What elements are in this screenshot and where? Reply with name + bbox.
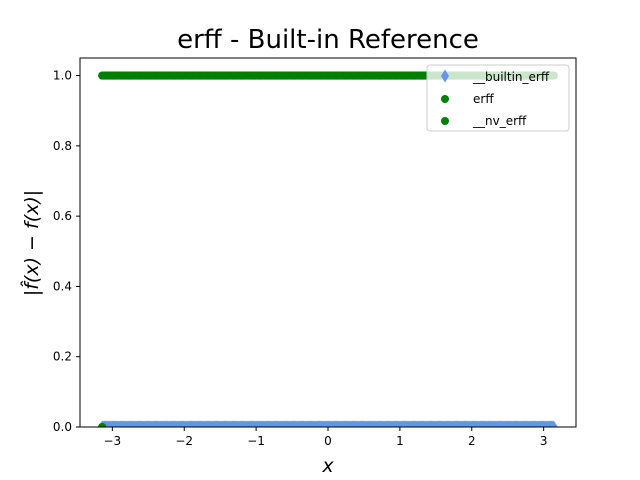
y-tick-label: 1.0 xyxy=(53,69,72,83)
x-tick-label: 2 xyxy=(468,434,476,448)
x-tick-label: 3 xyxy=(540,434,548,448)
y-tick-label: 0.4 xyxy=(53,279,72,293)
legend-marker xyxy=(441,69,449,83)
y-tick-label: 0.6 xyxy=(53,209,72,223)
x-tick-label: 0 xyxy=(324,434,332,448)
x-tick-label: 1 xyxy=(396,434,404,448)
legend-label: __nv_erff xyxy=(472,114,527,128)
x-tick-label: −2 xyxy=(175,434,193,448)
x-axis-label: x xyxy=(321,455,334,477)
legend-marker xyxy=(441,95,449,103)
y-tick-label: 0.8 xyxy=(53,139,72,153)
y-tick-label: 0.2 xyxy=(53,350,72,364)
y-tick-label: 0.0 xyxy=(53,420,72,434)
series-builtinerff xyxy=(98,420,558,427)
x-tick-label: −3 xyxy=(103,434,121,448)
x-tick-label: −1 xyxy=(247,434,265,448)
legend-box xyxy=(426,64,570,132)
legend-marker xyxy=(441,117,449,125)
legend-label: erff xyxy=(473,92,494,106)
data-point xyxy=(549,420,558,427)
legend-label: __builtin_erff xyxy=(472,70,550,84)
chart-title: erff - Built-in Reference xyxy=(177,25,479,55)
data-point xyxy=(98,423,107,427)
y-axis-label: |f̂(x) − f(x)| xyxy=(21,190,43,296)
axes: −3 −2 −1 0 1 2 3 0.0 0.2 0.4 0.6 0.8 1.0 xyxy=(53,57,577,448)
